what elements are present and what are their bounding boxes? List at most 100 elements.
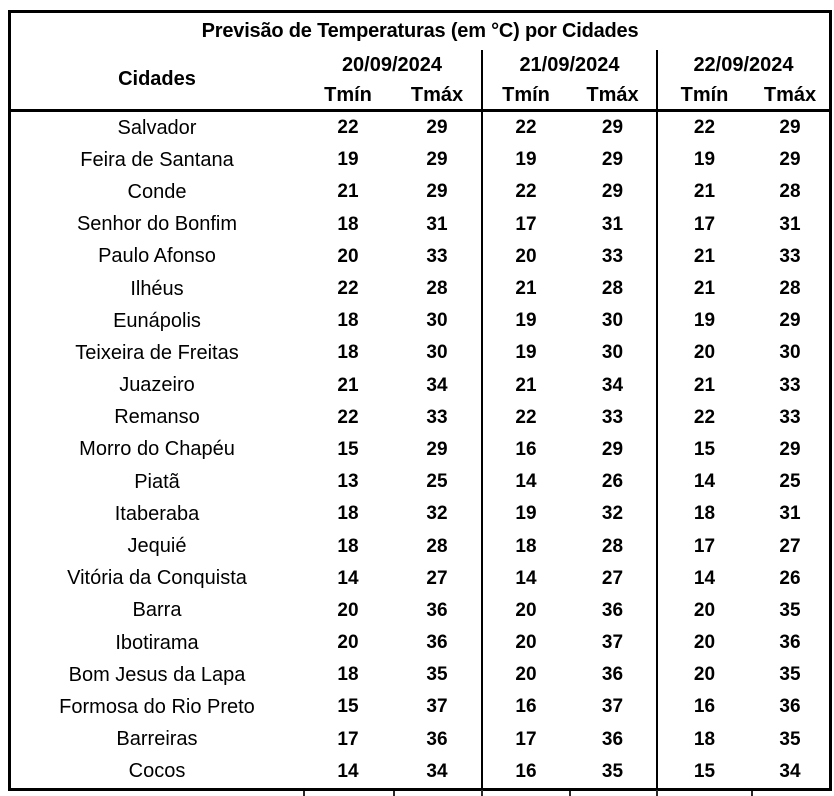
tmax-cell: 29 — [601, 181, 624, 203]
tmin-cell: 16 — [481, 755, 569, 788]
city-cell: Ibotirama — [115, 631, 199, 654]
tmin-cell: 17 — [656, 530, 751, 563]
tmin-cell: 19 — [481, 498, 569, 531]
tmax-cell: 34 — [779, 760, 801, 782]
tmax-cell: 34 — [426, 760, 448, 782]
tmax-cell: 28 — [779, 181, 801, 203]
tmax-cell: 29 — [426, 117, 448, 139]
cropped-row-tick — [481, 789, 483, 796]
tmin-cell: 21 — [656, 369, 751, 402]
city-cell: Juazeiro — [119, 374, 195, 397]
tmax-cell: 36 — [426, 632, 448, 654]
tmin-cell: 22 — [337, 278, 359, 300]
tmin-cell: 15 — [337, 696, 359, 718]
tmax-cell: 35 — [779, 664, 801, 686]
column-header-tmin: Tmín — [656, 81, 751, 109]
tmin-cell: 22 — [481, 401, 569, 434]
tmin-cell: 18 — [656, 498, 751, 531]
table-row: Remanso 22 33 22 33 22 33 — [11, 401, 829, 434]
tmin-cell: 18 — [337, 664, 359, 686]
tmin-cell: 20 — [481, 659, 569, 692]
tmin-cell: 21 — [656, 240, 751, 273]
table-row: Jequié 18 28 18 28 17 27 — [11, 530, 829, 563]
tmax-cell: 35 — [779, 728, 801, 750]
table-row: Formosa do Rio Preto 15 37 16 37 16 36 — [11, 691, 829, 724]
table-title: Previsão de Temperaturas (em °C) por Cid… — [201, 20, 639, 42]
city-cell: Teixeira de Freitas — [75, 341, 239, 364]
column-header-tmax: Tmáx — [586, 83, 639, 106]
tmax-cell: 36 — [601, 599, 624, 621]
table-row: Morro do Chapéu 15 29 16 29 15 29 — [11, 433, 829, 467]
city-cell: Ilhéus — [130, 277, 184, 300]
table-body: Salvador 22 29 22 29 22 29 Feira de Santana 19 29… — [11, 112, 829, 788]
tmin-cell: 20 — [337, 245, 359, 267]
tmax-cell: 36 — [601, 664, 624, 686]
tmin-cell: 14 — [337, 567, 359, 589]
tmin-cell: 22 — [337, 406, 359, 428]
temperature-forecast-table: Previsão de Temperaturas (em °C) por Cid… — [8, 10, 832, 796]
tmax-cell: 29 — [779, 117, 801, 139]
tmax-cell: 27 — [601, 567, 624, 589]
table-row: Senhor do Bonfim 18 31 17 31 17 31 — [11, 208, 829, 241]
cropped-row-tick — [393, 790, 395, 796]
cropped-row-tick — [569, 790, 571, 796]
city-cell: Vitória da Conquista — [67, 567, 247, 590]
tmin-cell: 14 — [481, 466, 569, 499]
tmin-cell: 19 — [481, 337, 569, 370]
tmax-cell: 37 — [601, 696, 624, 718]
tmin-cell: 20 — [337, 599, 359, 621]
tmax-cell: 33 — [426, 406, 448, 428]
tmin-cell: 18 — [337, 213, 359, 235]
table-row: Salvador 22 29 22 29 22 29 — [11, 112, 829, 145]
tmin-cell: 14 — [481, 562, 569, 595]
tmax-cell: 29 — [779, 310, 801, 332]
tmin-cell: 16 — [481, 691, 569, 724]
tmax-cell: 29 — [779, 438, 801, 460]
tmax-cell: 33 — [779, 245, 801, 267]
tmax-cell: 27 — [426, 567, 448, 589]
tmax-cell: 25 — [426, 471, 448, 493]
cropped-row-tick — [751, 790, 753, 796]
tmax-cell: 29 — [779, 149, 801, 171]
tmin-cell: 19 — [656, 144, 751, 177]
tmin-cell: 20 — [656, 337, 751, 370]
tmin-cell: 21 — [481, 369, 569, 402]
tmin-cell: 20 — [481, 240, 569, 273]
city-cell: Bom Jesus da Lapa — [68, 663, 246, 686]
column-header-tmin: Tmín — [481, 81, 569, 109]
tmin-cell: 22 — [656, 401, 751, 434]
tmin-cell: 21 — [656, 176, 751, 209]
tmax-cell: 29 — [426, 149, 448, 171]
tmin-cell: 18 — [337, 310, 359, 332]
tmin-cell: 20 — [656, 659, 751, 692]
tmin-cell: 19 — [656, 305, 751, 338]
table-row: Eunápolis 18 30 19 30 19 29 — [11, 305, 829, 338]
table-row: Vitória da Conquista 14 27 14 27 14 26 — [11, 562, 829, 595]
column-header-date-2: 21/09/2024 — [481, 50, 656, 81]
tmax-cell: 34 — [601, 374, 624, 396]
tmin-cell: 21 — [481, 272, 569, 306]
city-cell: Jequié — [127, 535, 187, 558]
tmax-cell: 35 — [426, 664, 448, 686]
cropped-row-tick — [303, 790, 305, 796]
tmax-cell: 33 — [779, 374, 801, 396]
tmin-cell: 20 — [481, 627, 569, 660]
tmin-cell: 18 — [337, 342, 359, 364]
tmax-cell: 35 — [601, 760, 624, 782]
column-header-tmax: Tmáx — [763, 83, 817, 106]
table-row: Barra 20 36 20 36 20 35 — [11, 594, 829, 627]
tmax-cell: 27 — [779, 535, 801, 557]
city-cell: Barra — [132, 599, 182, 622]
tmin-cell: 20 — [656, 594, 751, 627]
table-row: Itaberaba 18 32 19 32 18 31 — [11, 498, 829, 531]
table-row: Teixeira de Freitas 18 30 19 30 20 30 — [11, 337, 829, 370]
tmax-cell: 33 — [601, 245, 624, 267]
tmax-cell: 31 — [601, 213, 624, 235]
tmax-cell: 36 — [779, 696, 801, 718]
city-cell: Formosa do Rio Preto — [59, 695, 255, 718]
table-row: Ilhéus 22 28 21 28 21 28 — [11, 272, 829, 306]
tmin-cell: 16 — [481, 433, 569, 467]
table-row: Cocos 14 34 16 35 15 34 — [11, 755, 829, 788]
tmin-cell: 17 — [656, 208, 751, 241]
tmin-cell: 22 — [337, 117, 359, 139]
